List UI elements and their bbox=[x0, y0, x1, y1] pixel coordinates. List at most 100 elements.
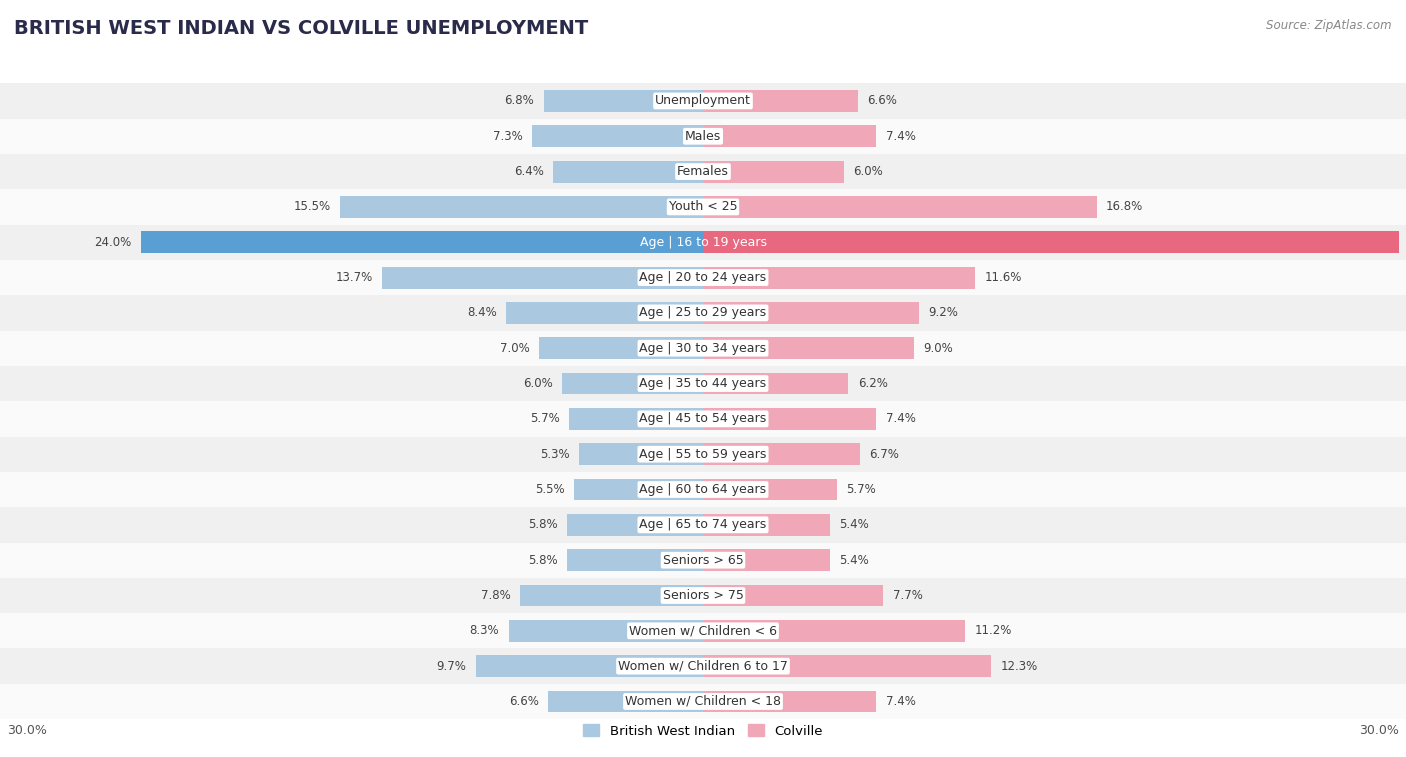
Text: 11.2%: 11.2% bbox=[974, 625, 1012, 637]
Bar bbox=[0, 83, 1406, 119]
Text: Age | 16 to 19 years: Age | 16 to 19 years bbox=[640, 235, 766, 249]
Text: Age | 45 to 54 years: Age | 45 to 54 years bbox=[640, 413, 766, 425]
Bar bbox=[569, 408, 703, 430]
Text: Women w/ Children < 6: Women w/ Children < 6 bbox=[628, 625, 778, 637]
Text: Women w/ Children 6 to 17: Women w/ Children 6 to 17 bbox=[619, 659, 787, 673]
Text: Age | 60 to 64 years: Age | 60 to 64 years bbox=[640, 483, 766, 496]
Legend: British West Indian, Colville: British West Indian, Colville bbox=[578, 719, 828, 743]
Bar bbox=[703, 266, 974, 288]
Bar bbox=[574, 478, 703, 500]
Bar bbox=[703, 302, 918, 324]
Bar bbox=[703, 690, 876, 712]
Text: Age | 55 to 59 years: Age | 55 to 59 years bbox=[640, 447, 766, 461]
Text: 8.4%: 8.4% bbox=[467, 307, 496, 319]
Bar bbox=[703, 478, 837, 500]
Bar bbox=[703, 514, 830, 536]
Text: Seniors > 65: Seniors > 65 bbox=[662, 553, 744, 567]
Text: Unemployment: Unemployment bbox=[655, 95, 751, 107]
Bar bbox=[703, 160, 844, 182]
Text: 9.7%: 9.7% bbox=[436, 659, 467, 673]
Bar bbox=[0, 260, 1406, 295]
Bar bbox=[509, 620, 703, 642]
Text: 30.0%: 30.0% bbox=[1360, 724, 1399, 737]
Text: 7.4%: 7.4% bbox=[886, 129, 915, 143]
Text: 16.8%: 16.8% bbox=[1107, 201, 1143, 213]
Text: Age | 65 to 74 years: Age | 65 to 74 years bbox=[640, 519, 766, 531]
Bar bbox=[562, 372, 703, 394]
Bar bbox=[531, 126, 703, 147]
Text: Age | 25 to 29 years: Age | 25 to 29 years bbox=[640, 307, 766, 319]
Bar bbox=[506, 302, 703, 324]
Text: 5.8%: 5.8% bbox=[529, 553, 558, 567]
Text: 24.0%: 24.0% bbox=[94, 235, 131, 249]
Text: 7.0%: 7.0% bbox=[501, 341, 530, 355]
Bar bbox=[0, 295, 1406, 331]
Text: Females: Females bbox=[678, 165, 728, 178]
Text: 6.4%: 6.4% bbox=[513, 165, 544, 178]
Bar bbox=[0, 578, 1406, 613]
Text: Age | 30 to 34 years: Age | 30 to 34 years bbox=[640, 341, 766, 355]
Bar bbox=[0, 189, 1406, 225]
Text: Age | 35 to 44 years: Age | 35 to 44 years bbox=[640, 377, 766, 390]
Text: 12.3%: 12.3% bbox=[1001, 659, 1038, 673]
Text: Seniors > 75: Seniors > 75 bbox=[662, 589, 744, 602]
Text: 7.7%: 7.7% bbox=[893, 589, 922, 602]
Bar bbox=[0, 331, 1406, 366]
Bar bbox=[0, 366, 1406, 401]
Text: 6.6%: 6.6% bbox=[509, 695, 538, 708]
Bar bbox=[703, 444, 860, 465]
Bar bbox=[567, 514, 703, 536]
Bar bbox=[703, 372, 848, 394]
Text: 15.5%: 15.5% bbox=[294, 201, 330, 213]
Bar bbox=[548, 690, 703, 712]
Bar bbox=[141, 232, 703, 253]
Text: 5.4%: 5.4% bbox=[839, 553, 869, 567]
Text: 30.0%: 30.0% bbox=[7, 724, 46, 737]
Text: 7.4%: 7.4% bbox=[886, 413, 915, 425]
Text: 9.0%: 9.0% bbox=[924, 341, 953, 355]
Text: 9.2%: 9.2% bbox=[928, 307, 957, 319]
Bar bbox=[703, 656, 991, 677]
Bar bbox=[703, 232, 1399, 253]
Bar bbox=[340, 196, 703, 218]
Bar bbox=[579, 444, 703, 465]
Bar bbox=[0, 543, 1406, 578]
Bar bbox=[703, 408, 876, 430]
Bar bbox=[0, 119, 1406, 154]
Bar bbox=[0, 472, 1406, 507]
Text: 6.0%: 6.0% bbox=[523, 377, 553, 390]
Text: Age | 20 to 24 years: Age | 20 to 24 years bbox=[640, 271, 766, 284]
Bar bbox=[703, 90, 858, 112]
Text: Males: Males bbox=[685, 129, 721, 143]
Bar bbox=[0, 401, 1406, 437]
Bar bbox=[382, 266, 703, 288]
Text: Youth < 25: Youth < 25 bbox=[669, 201, 737, 213]
Text: 5.4%: 5.4% bbox=[839, 519, 869, 531]
Bar bbox=[520, 584, 703, 606]
Text: 11.6%: 11.6% bbox=[984, 271, 1022, 284]
Text: Source: ZipAtlas.com: Source: ZipAtlas.com bbox=[1267, 19, 1392, 32]
Bar bbox=[475, 656, 703, 677]
Text: 8.3%: 8.3% bbox=[470, 625, 499, 637]
Bar bbox=[703, 196, 1097, 218]
Bar bbox=[0, 613, 1406, 649]
Bar bbox=[0, 649, 1406, 684]
Bar bbox=[553, 160, 703, 182]
Text: 5.7%: 5.7% bbox=[846, 483, 876, 496]
Text: BRITISH WEST INDIAN VS COLVILLE UNEMPLOYMENT: BRITISH WEST INDIAN VS COLVILLE UNEMPLOY… bbox=[14, 19, 588, 38]
Text: 7.8%: 7.8% bbox=[481, 589, 510, 602]
Bar bbox=[703, 126, 876, 147]
Bar bbox=[0, 507, 1406, 543]
Bar bbox=[703, 584, 883, 606]
Bar bbox=[0, 437, 1406, 472]
Text: 6.6%: 6.6% bbox=[868, 95, 897, 107]
Text: 7.4%: 7.4% bbox=[886, 695, 915, 708]
Text: Women w/ Children < 18: Women w/ Children < 18 bbox=[626, 695, 780, 708]
Bar bbox=[0, 225, 1406, 260]
Text: 6.0%: 6.0% bbox=[853, 165, 883, 178]
Text: 7.3%: 7.3% bbox=[494, 129, 523, 143]
Bar bbox=[0, 154, 1406, 189]
Bar bbox=[544, 90, 703, 112]
Text: 5.3%: 5.3% bbox=[540, 447, 569, 461]
Text: 6.8%: 6.8% bbox=[505, 95, 534, 107]
